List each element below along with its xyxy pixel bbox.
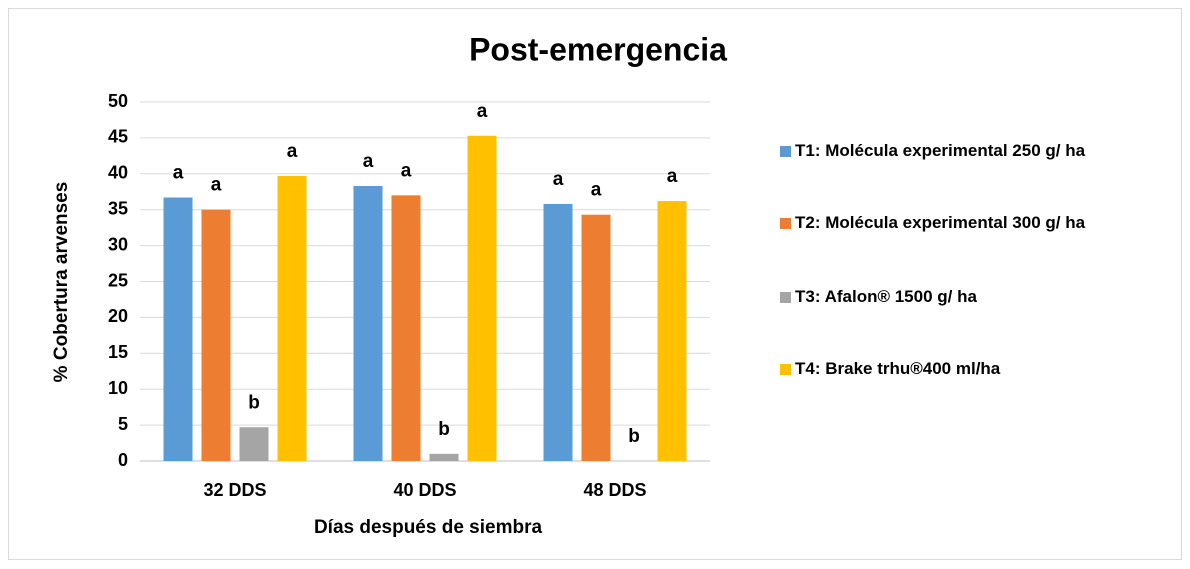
bar bbox=[543, 203, 573, 461]
legend-label: T1: Molécula experimental 250 g/ ha bbox=[795, 141, 1086, 160]
y-axis-title: % Cobertura arvenses bbox=[51, 182, 72, 383]
y-tick-label: 25 bbox=[108, 270, 128, 290]
legend-swatch bbox=[780, 218, 791, 229]
legend-swatch bbox=[780, 364, 791, 375]
legend-item: T3: Afalon® 1500 g/ ha bbox=[780, 286, 1180, 308]
legend-label: T4: Brake trhu®400 ml/ha bbox=[795, 359, 1001, 378]
significance-letter: a bbox=[173, 163, 184, 184]
significance-letter: a bbox=[667, 166, 678, 187]
legend-item: T4: Brake trhu®400 ml/ha bbox=[780, 358, 1180, 380]
y-tick-label: 10 bbox=[108, 378, 128, 398]
significance-letter: a bbox=[477, 101, 488, 122]
legend-item: T2: Molécula experimental 300 g/ ha bbox=[780, 212, 1180, 234]
chart-title: Post-emergencia bbox=[469, 31, 727, 67]
y-tick-label: 45 bbox=[108, 127, 128, 147]
bar bbox=[429, 453, 459, 461]
significance-letter: b bbox=[248, 392, 260, 413]
x-tick-label: 40 DDS bbox=[393, 480, 456, 500]
significance-letter: a bbox=[553, 169, 564, 190]
legend-swatch bbox=[780, 292, 791, 303]
bar bbox=[277, 175, 307, 462]
bar bbox=[239, 427, 269, 461]
y-tick-label: 15 bbox=[108, 342, 128, 362]
bar bbox=[163, 197, 193, 461]
y-tick-label: 35 bbox=[108, 198, 128, 218]
significance-letter: a bbox=[591, 180, 602, 201]
bar bbox=[391, 195, 421, 461]
legend-swatch bbox=[780, 146, 791, 157]
y-tick-label: 20 bbox=[108, 306, 128, 326]
bar bbox=[201, 209, 231, 461]
bar bbox=[657, 201, 687, 462]
y-tick-label: 5 bbox=[118, 414, 128, 434]
significance-letter: a bbox=[401, 160, 412, 181]
y-tick-label: 50 bbox=[108, 91, 128, 111]
legend-item: T1: Molécula experimental 250 g/ ha bbox=[780, 140, 1180, 162]
bar bbox=[353, 186, 383, 462]
legend-label: T2: Molécula experimental 300 g/ ha bbox=[795, 213, 1086, 232]
x-tick-label: 32 DDS bbox=[203, 480, 266, 500]
x-axis-title: Días después de siembra bbox=[314, 517, 543, 538]
bar bbox=[467, 135, 497, 461]
y-tick-label: 30 bbox=[108, 234, 128, 254]
significance-letter: a bbox=[363, 151, 374, 172]
bar bbox=[581, 214, 611, 461]
legend-label: T3: Afalon® 1500 g/ ha bbox=[795, 287, 977, 306]
significance-letter: a bbox=[211, 175, 222, 196]
significance-letter: b bbox=[438, 419, 450, 440]
significance-letter: b bbox=[628, 426, 640, 447]
y-tick-label: 40 bbox=[108, 163, 128, 183]
x-tick-label: 48 DDS bbox=[583, 480, 646, 500]
significance-letter: a bbox=[287, 141, 298, 162]
y-tick-label: 0 bbox=[118, 450, 128, 470]
